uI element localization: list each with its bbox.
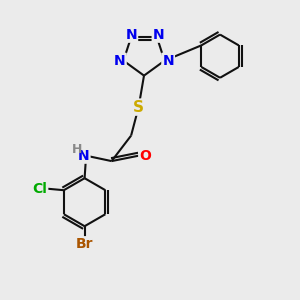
- Text: Cl: Cl: [32, 182, 47, 196]
- Text: N: N: [162, 54, 174, 68]
- Text: H: H: [72, 142, 82, 156]
- Text: N: N: [125, 28, 137, 42]
- Text: Br: Br: [76, 237, 93, 251]
- Text: N: N: [153, 28, 164, 42]
- Text: N: N: [114, 54, 126, 68]
- Text: O: O: [139, 149, 151, 163]
- Text: S: S: [133, 100, 144, 115]
- Text: N: N: [78, 149, 89, 163]
